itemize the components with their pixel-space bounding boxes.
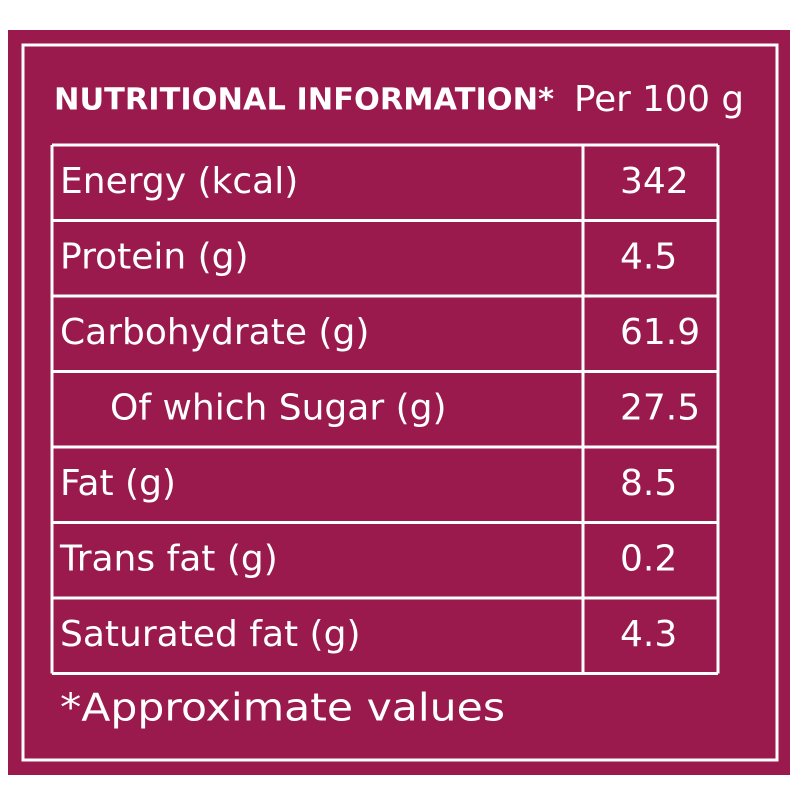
nutrient-value: 61.9 bbox=[620, 312, 700, 353]
nutrient-value: 4.3 bbox=[620, 614, 677, 655]
nutrient-value: 342 bbox=[620, 161, 689, 202]
nutrient-value: 4.5 bbox=[620, 236, 677, 277]
header-title: NUTRITIONAL INFORMATION* bbox=[54, 83, 554, 118]
nutrient-label: Fat (g) bbox=[60, 463, 176, 504]
nutrient-label: Saturated fat (g) bbox=[60, 614, 361, 655]
nutrition-table: Energy (kcal) 342 Protein (g) 4.5 Carbohydra… bbox=[50, 143, 720, 675]
footnote: *Approximate values bbox=[60, 686, 505, 730]
header-unit: Per 100 g bbox=[574, 79, 744, 120]
nutrient-label: Of which Sugar (g) bbox=[110, 387, 447, 428]
nutrient-label: Trans fat (g) bbox=[59, 538, 278, 579]
label-border bbox=[21, 43, 779, 762]
nutrient-value: 8.5 bbox=[620, 463, 677, 504]
nutrient-value: 0.2 bbox=[620, 538, 677, 579]
nutrient-value: 27.5 bbox=[620, 387, 700, 428]
nutrient-label: Carbohydrate (g) bbox=[60, 312, 369, 353]
label-background bbox=[8, 30, 790, 775]
nutrient-label: Protein (g) bbox=[60, 236, 249, 277]
nutrient-label: Energy (kcal) bbox=[60, 161, 298, 202]
